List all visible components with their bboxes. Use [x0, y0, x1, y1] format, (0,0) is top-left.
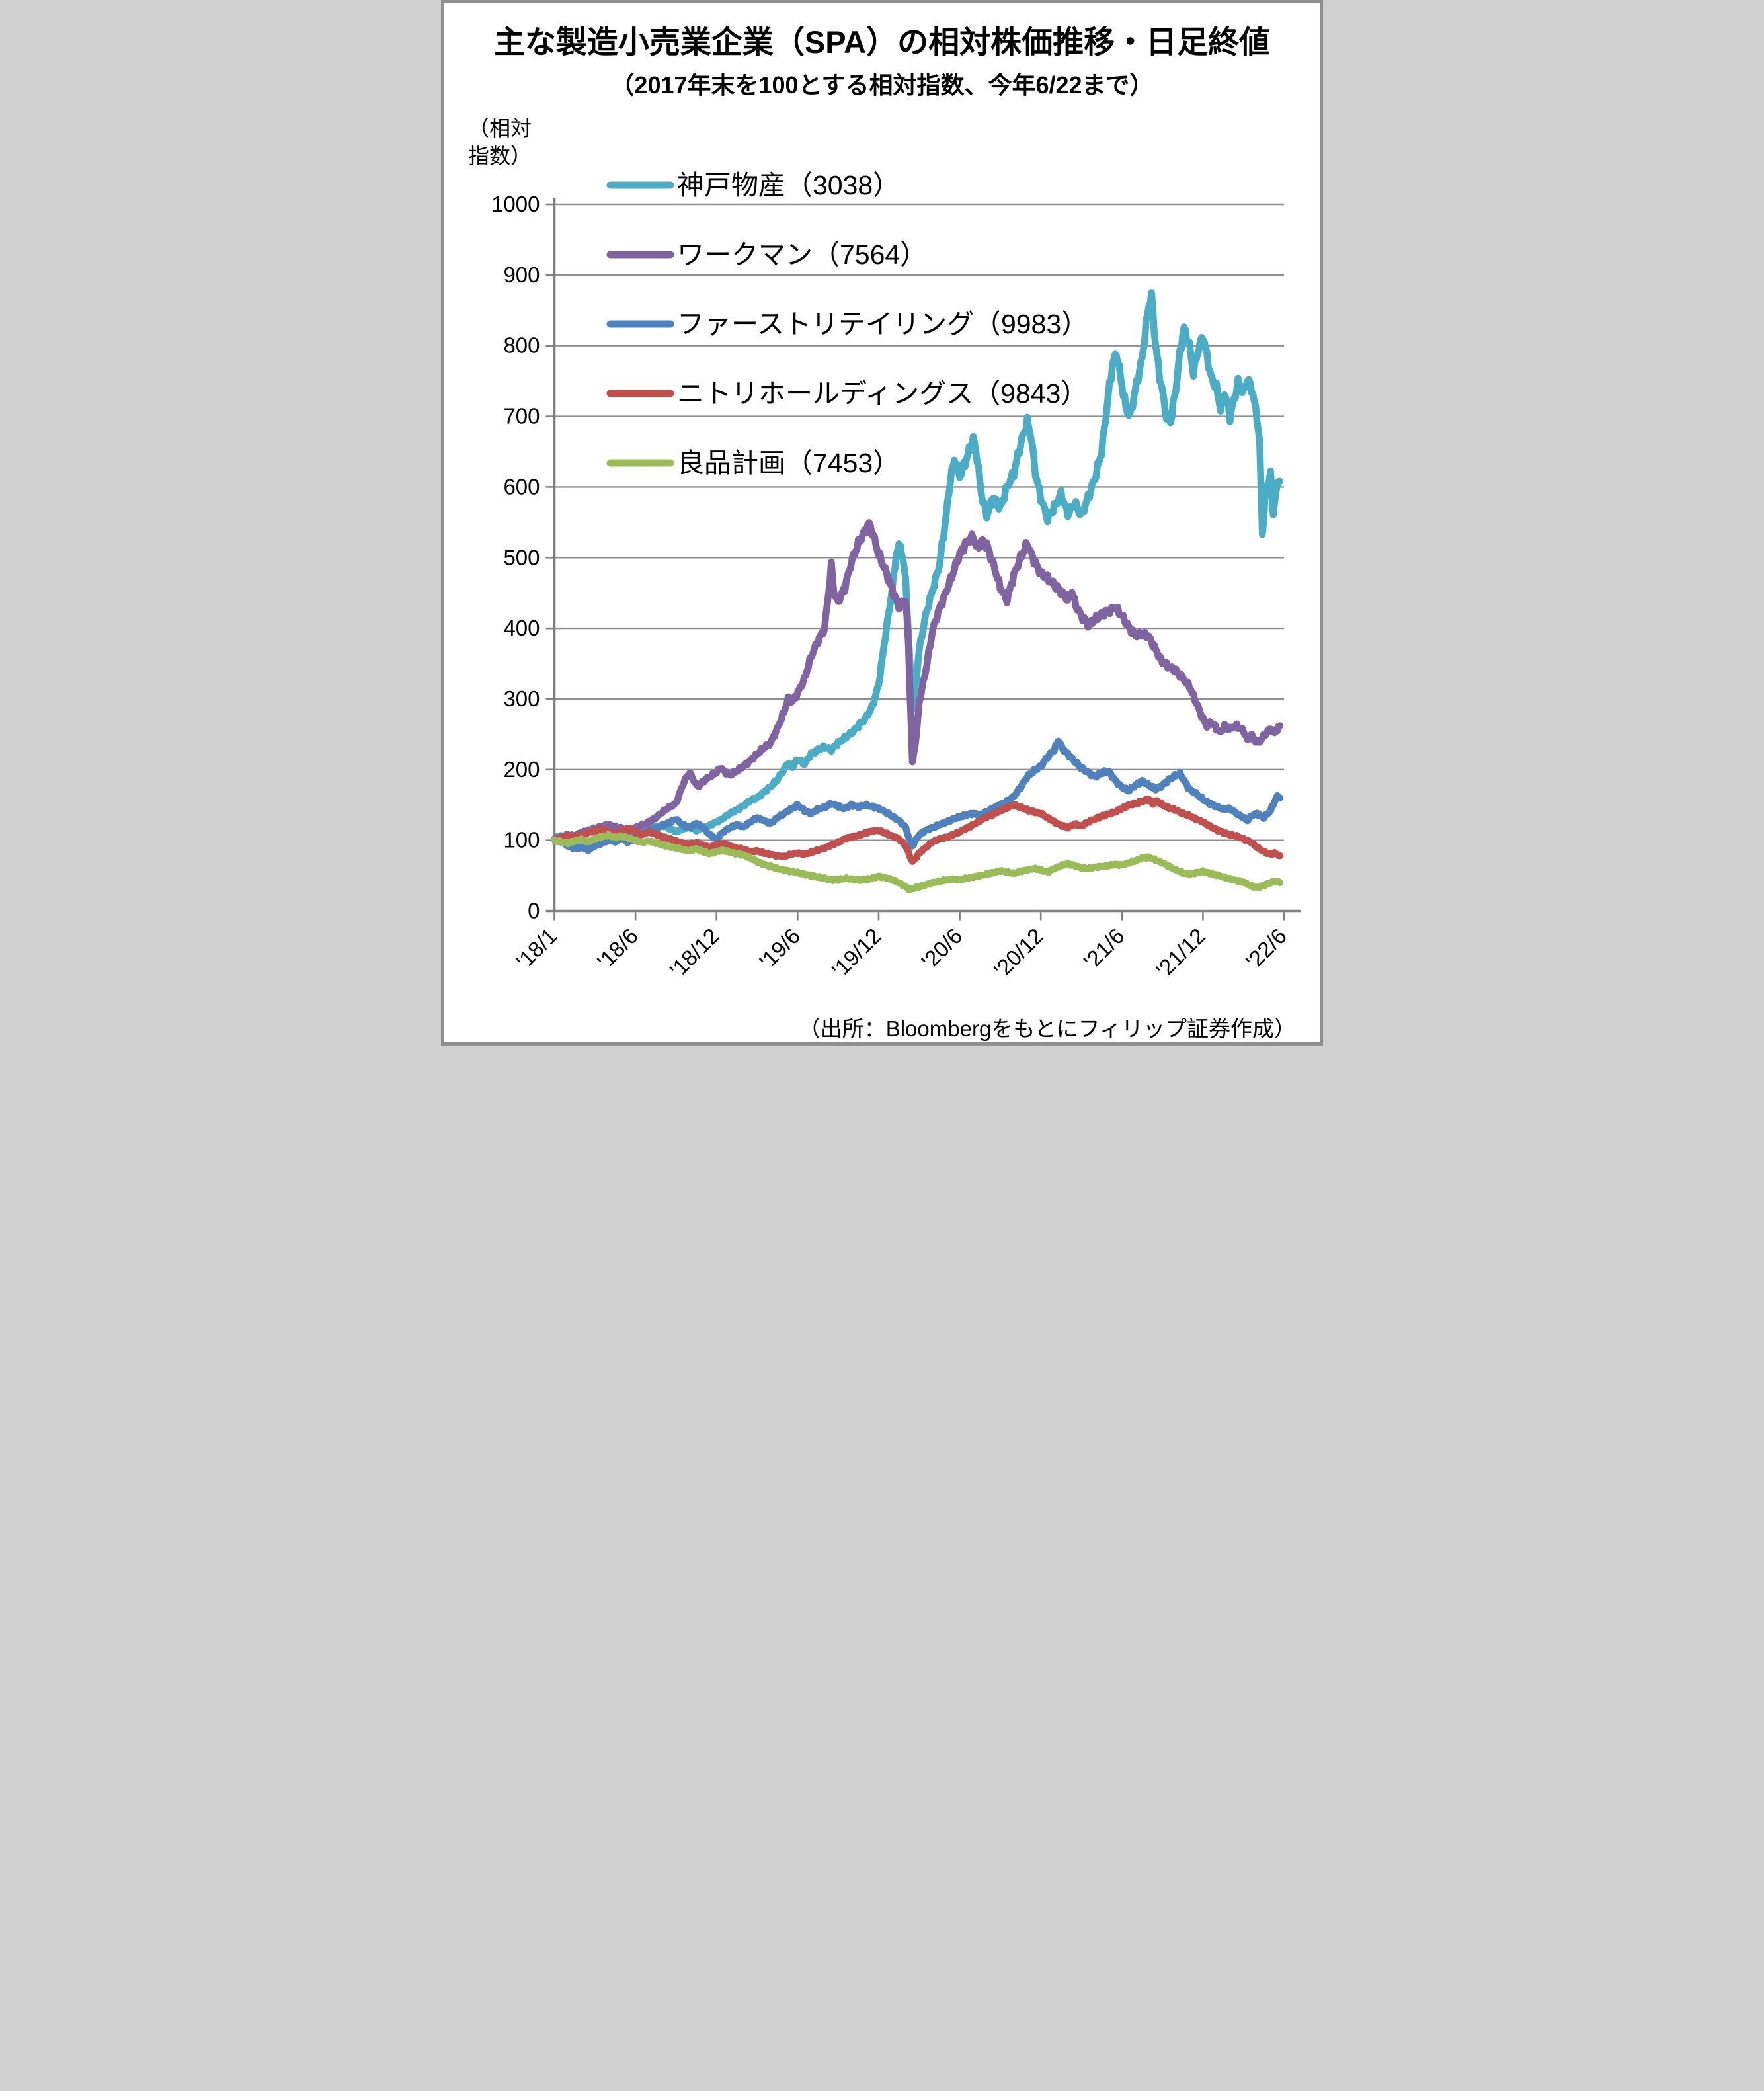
- legend-label-ryohin-keikaku: 良品計画（7453）: [677, 448, 900, 478]
- y-tick-label-1000: 1000: [491, 192, 540, 216]
- y-tick-label-500: 500: [503, 545, 540, 569]
- series-line-workman: [551, 519, 1284, 842]
- series-line-nitori: [551, 796, 1284, 865]
- series-line-kobe-bussan: [551, 289, 1284, 851]
- y-tick-label-900: 900: [503, 263, 540, 287]
- y-tick-label-100: 100: [503, 828, 540, 852]
- y-tick-label-0: 0: [528, 899, 540, 923]
- legend-label-nitori: ニトリホールディングス（9843）: [677, 378, 1088, 409]
- y-tick-label-700: 700: [503, 404, 540, 429]
- x-tick-label: '18/1: [511, 923, 561, 973]
- x-tick-label: '21/12: [1151, 923, 1210, 982]
- screenshot-page: 主な製造小売業企業（SPA）の相対株価推移・日足終値 （2017年末を100とす…: [441, 0, 1323, 1046]
- x-tick-label: '19/12: [827, 923, 886, 982]
- x-tick-label: '18/6: [592, 923, 643, 973]
- y-tick-label-400: 400: [503, 616, 540, 640]
- x-tick-label: '21/6: [1079, 923, 1129, 973]
- y-tick-label-300: 300: [503, 686, 540, 711]
- y-tick-label-200: 200: [503, 757, 540, 782]
- x-tick-label: '18/12: [665, 923, 724, 982]
- chart-subtitle: （2017年末を100とする相対指数、今年6/22まで）: [610, 71, 1154, 99]
- x-tick-label: '20/6: [916, 923, 967, 973]
- y-tick-label-600: 600: [503, 474, 540, 499]
- chart-title: 主な製造小売業企業（SPA）の相対株価推移・日足終値: [493, 24, 1271, 60]
- legend-label-kobe-bussan: 神戸物産（3038）: [677, 170, 900, 200]
- source-note: （出所：Bloombergをもとにフィリップ証券作成）: [798, 1016, 1296, 1041]
- x-tick-label: '20/12: [989, 923, 1048, 982]
- series-line-ryohin-keikaku: [551, 831, 1284, 893]
- x-tick-label: '19/6: [754, 923, 805, 973]
- legend-label-fast-retailing: ファーストリテイリング（9983）: [677, 309, 1088, 339]
- legend-label-workman: ワークマン（7564）: [677, 239, 927, 270]
- y-tick-label-800: 800: [503, 333, 540, 358]
- y-axis-unit-label: （相対 指数）: [468, 116, 532, 168]
- series-line-fast-retailing: [551, 737, 1284, 854]
- line-chart-plot: 0 100 200 300 400 500 600 700 800 900 1000 '18/1 '18…: [491, 170, 1301, 982]
- x-tick-label: '22/6: [1241, 923, 1291, 973]
